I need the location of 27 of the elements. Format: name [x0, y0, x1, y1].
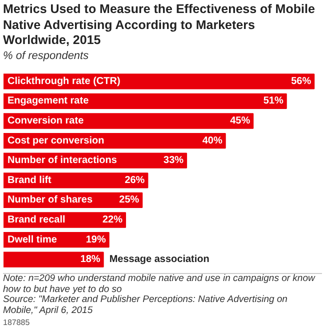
y-tick-label: Conversion rate: [8, 115, 84, 126]
y-tick-label: Dwell time: [8, 234, 58, 245]
y-tick-label: Brand recall: [8, 214, 66, 226]
data-label: 25%: [119, 194, 140, 206]
y-tick-label: Number of shares: [8, 194, 93, 206]
y-tick-label: Number of interactions: [8, 154, 118, 166]
data-label: 18%: [80, 254, 100, 265]
data-label: 26%: [124, 174, 145, 186]
data-label: 40%: [202, 134, 222, 146]
bar: [4, 112, 254, 128]
data-label: 22%: [102, 214, 123, 226]
source-note: Source: "Marketer and Publisher Perceptions: Native Advertising on Mobile," April 6, 2015: [3, 294, 288, 316]
y-tick-label: Brand lift: [8, 174, 52, 186]
text: Note: n=209 who understand mobile native and use in campaigns or know how to but have yet to do so: [3, 272, 315, 294]
y-tick-label: Engagement rate: [8, 95, 90, 106]
data-label: 33%: [164, 154, 184, 166]
data-label: 45%: [230, 115, 250, 126]
data-label: 19%: [86, 234, 106, 245]
y-tick-label: Clickthrough rate (CTR): [8, 75, 120, 86]
y-tick-label: Cost per conversion: [8, 134, 104, 146]
text: 187885: [3, 317, 30, 327]
data-label: 51%: [263, 95, 284, 106]
data-label: 56%: [291, 75, 312, 86]
bar: [4, 251, 104, 268]
chart-subtitle: % of respondents: [3, 50, 89, 62]
chart-title: Metrics Used to Measure the Effectiveness of Mobile Native Advertising According to Marketers Worldwide, 2015: [3, 2, 315, 48]
y-tick-label: Message association: [109, 254, 210, 265]
